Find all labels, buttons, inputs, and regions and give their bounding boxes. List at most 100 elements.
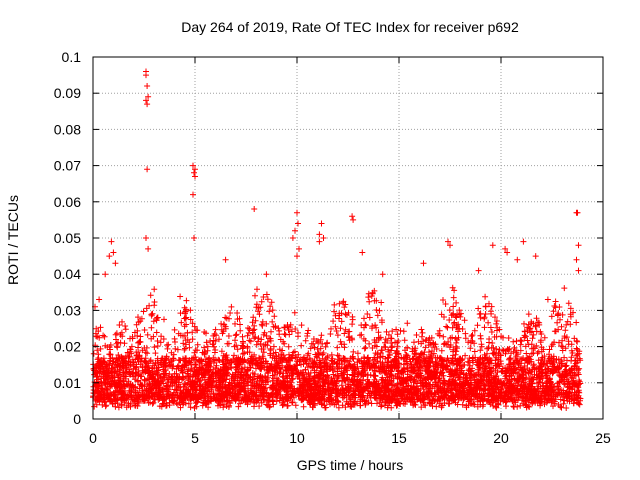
data-point [573,345,580,352]
data-point [201,344,208,351]
data-point [128,343,135,350]
data-point [302,337,309,344]
data-point [258,336,265,343]
data-point [561,285,568,292]
data-point [322,356,329,363]
data-point [187,316,194,323]
data-point [573,319,580,326]
data-point [187,307,194,314]
data-point [267,303,274,310]
data-point [404,320,411,327]
data-point [481,314,488,321]
data-point [135,344,141,351]
data-point [453,314,460,321]
data-point [161,316,167,323]
data-point [151,344,158,351]
data-point [90,350,97,357]
data-point [270,343,277,350]
data-point [294,362,301,369]
data-point [216,336,222,343]
data-point [378,403,384,410]
data-point [256,403,263,410]
data-point [450,294,457,301]
data-point [172,345,179,352]
data-point [468,333,475,340]
data-point [269,318,276,325]
data-point [304,333,311,339]
data-point [361,345,368,352]
data-point [245,325,251,331]
data-point [263,291,270,298]
data-point [345,309,352,316]
data-point [453,348,460,355]
data-point [218,320,225,327]
data-point [403,360,409,367]
data-point [220,404,227,411]
data-point [249,330,256,337]
data-point [487,324,494,331]
data-point [290,349,297,356]
data-point [562,327,569,334]
data-point [314,346,321,352]
data-point [488,303,495,310]
data-point [526,403,533,410]
data-point [523,404,530,411]
data-point [477,314,484,321]
data-point [268,299,275,306]
data-point [401,337,408,344]
data-point [446,307,453,314]
data-point [374,312,381,319]
data-point [442,301,449,307]
data-point [305,327,312,334]
data-point [122,323,129,329]
data-point [554,311,561,318]
data-point [559,337,566,344]
data-point [418,326,425,333]
data-point [565,300,572,307]
data-point [333,328,340,334]
data-point [523,350,530,357]
data-point [518,338,525,345]
data-point [193,327,199,334]
data-point [266,308,273,315]
data-point [153,329,160,336]
data-point [381,343,388,350]
data-point [548,313,555,320]
data-point [471,348,478,355]
data-point [467,345,474,352]
data-point [289,399,295,406]
data-point [413,332,420,338]
data-point [147,357,154,364]
data-point [334,364,341,370]
data-point [394,375,401,382]
data-point [239,351,246,357]
data-point [273,398,280,405]
data-point [253,341,260,348]
data-point [282,331,289,338]
data-point [517,337,524,344]
data-point [225,333,232,339]
data-point [181,323,188,330]
data-point [135,314,141,321]
data-point [284,402,291,409]
data-point [152,350,159,357]
data-point [541,334,548,341]
data-point [298,342,305,349]
data-point [144,331,151,338]
data-point [570,400,577,407]
data-point [488,329,495,335]
data-point [388,404,395,411]
data-point [136,352,143,359]
data-point [389,343,396,350]
data-point [520,355,527,361]
data-point [336,300,343,307]
data-point [171,335,178,342]
data-point [464,358,471,365]
data-point [335,404,342,411]
data-point [560,400,567,407]
data-point [556,304,563,310]
data-point [496,346,503,353]
data-point [158,333,165,340]
data-point [171,326,178,333]
